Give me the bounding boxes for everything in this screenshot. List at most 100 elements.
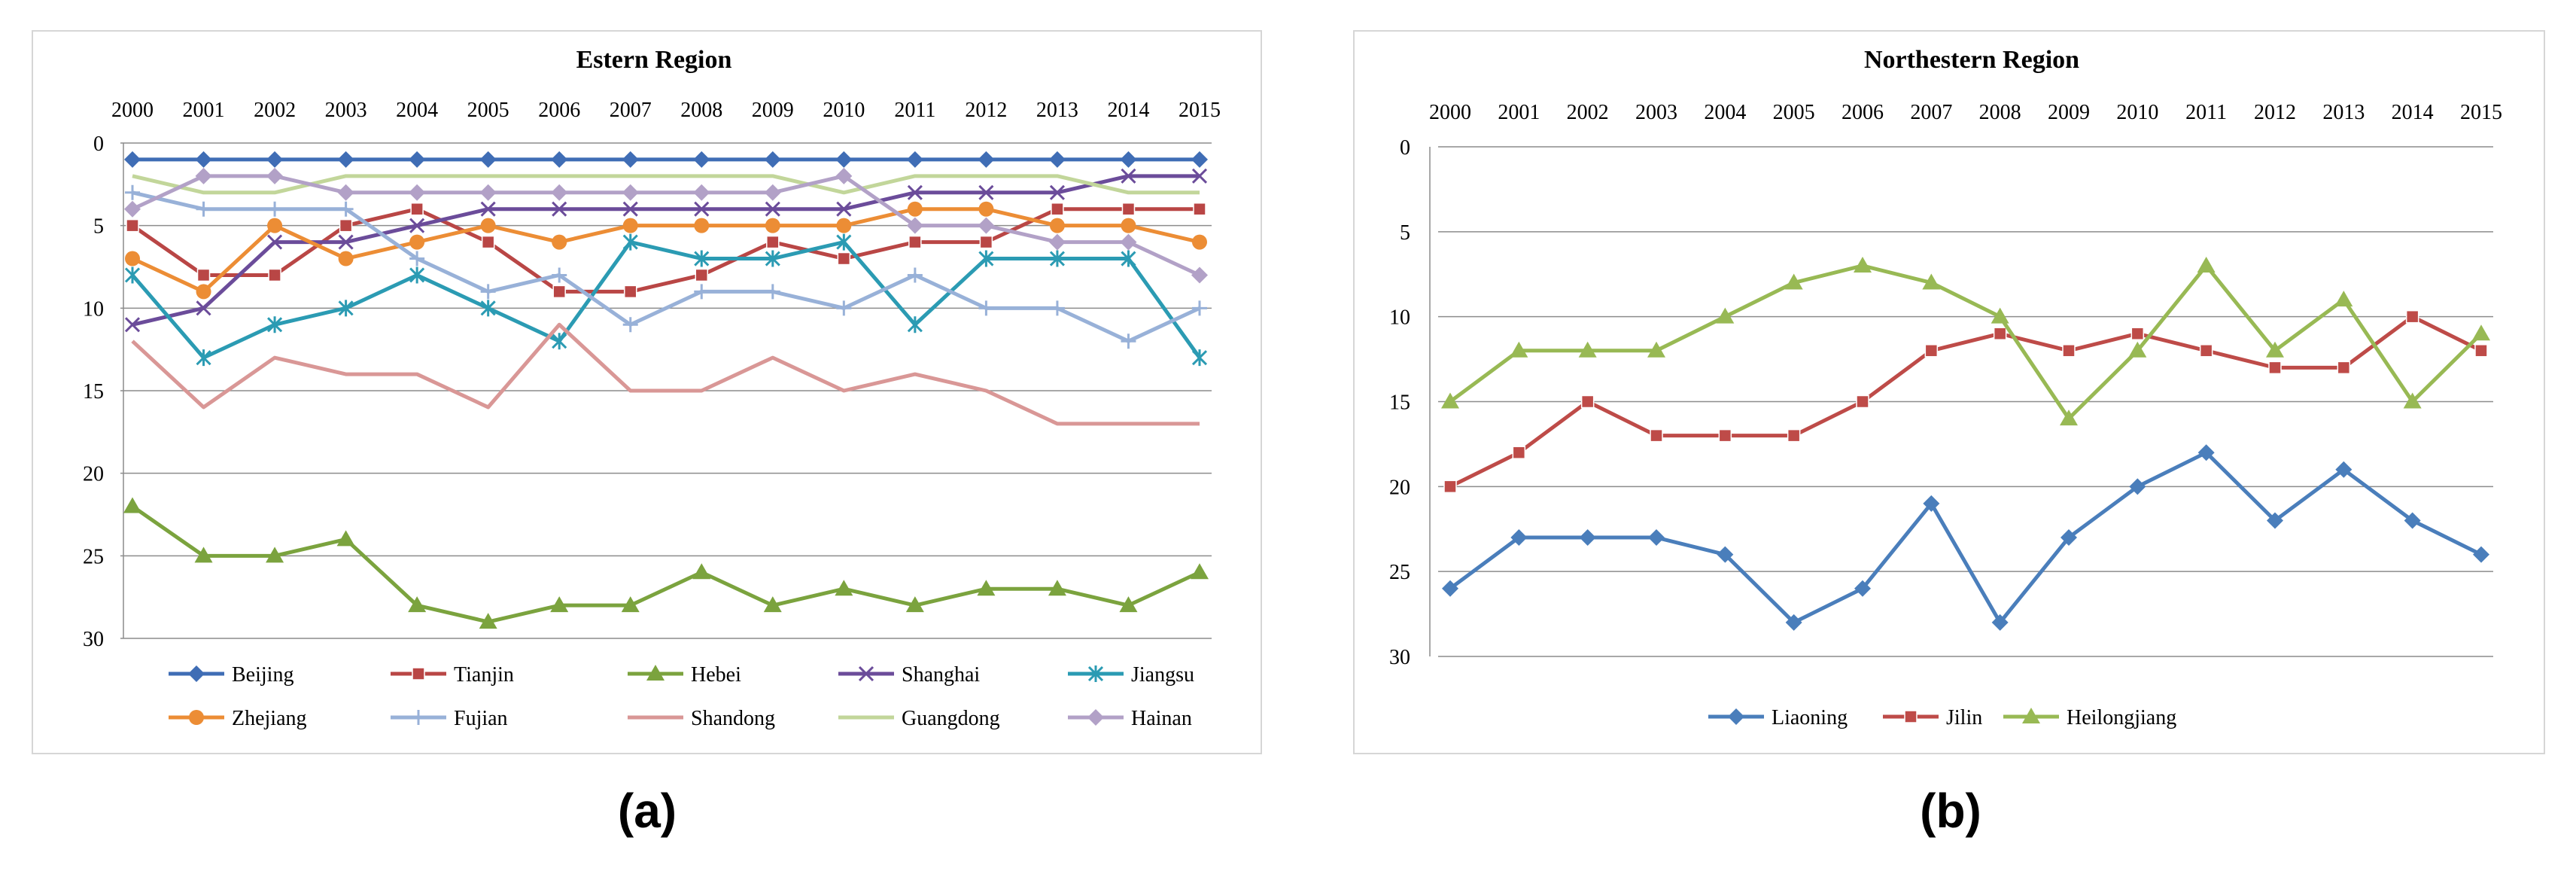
series-line — [131, 207, 1200, 294]
legend-label: Hainan — [1131, 707, 1192, 730]
data-point — [765, 218, 780, 233]
data-point — [268, 268, 281, 282]
data-point — [837, 251, 851, 266]
legend-marker — [188, 665, 205, 682]
data-point — [835, 580, 853, 596]
legend-item: Liaoning — [1708, 706, 1848, 729]
x-tick-label: 2008 — [680, 99, 722, 122]
legend: Liaoning Jilin Heilongjiang — [1708, 706, 2176, 729]
legend-marker — [1904, 710, 1918, 723]
data-point — [2335, 461, 2352, 478]
x-tick-labels: 2000 2001 2002 2003 2004 2005 2006 2007 2008 2009… — [111, 99, 1221, 122]
data-point — [338, 251, 354, 266]
data-point — [2128, 341, 2147, 358]
data-point — [765, 250, 780, 267]
data-point — [1510, 341, 1528, 358]
data-point — [907, 184, 923, 200]
legend-label: Hebei — [691, 663, 741, 687]
data-point — [1120, 151, 1137, 168]
data-point — [124, 317, 141, 333]
data-point — [124, 200, 141, 218]
legend-marker — [1087, 709, 1104, 726]
data-point — [836, 201, 852, 217]
data-point — [1579, 529, 1596, 547]
data-point — [479, 151, 497, 168]
data-point — [693, 184, 710, 201]
data-point — [2404, 512, 2421, 529]
x-tick-label: 2000 — [1429, 101, 1471, 124]
data-point — [978, 217, 995, 234]
data-point — [1049, 300, 1065, 316]
legend-label: Guangdong — [902, 707, 1000, 730]
chart-panel-estern-region: Estern Region 0 5 10 15 20 25 30 2000 2001 2002 200… — [32, 30, 1262, 754]
data-point — [695, 268, 709, 282]
data-point — [622, 218, 638, 233]
data-point — [694, 250, 710, 267]
data-point — [622, 184, 639, 201]
data-point — [267, 234, 283, 250]
data-point — [125, 184, 140, 200]
data-point — [196, 268, 211, 282]
data-point — [835, 167, 853, 184]
x-tick-label: 2011 — [894, 99, 935, 122]
data-point — [1048, 151, 1066, 168]
data-point — [196, 284, 211, 300]
x-tick-label: 2001 — [183, 99, 225, 122]
data-point — [195, 167, 212, 184]
x-tick-label: 2015 — [2460, 101, 2502, 124]
y-tick-label: 20 — [83, 463, 104, 486]
series-line — [132, 190, 1201, 343]
data-point — [2129, 478, 2146, 495]
data-point — [2405, 309, 2419, 324]
data-point — [2062, 344, 2076, 358]
x-tick-label: 2014 — [1107, 99, 1149, 122]
x-tick-label: 2002 — [1567, 101, 1609, 124]
x-tick-label: 2007 — [1910, 101, 1952, 124]
data-point — [622, 233, 638, 251]
y-tick-label: 0 — [1400, 136, 1410, 160]
data-point — [1717, 546, 1734, 563]
data-point — [196, 349, 211, 367]
data-point — [337, 184, 354, 201]
data-point — [1650, 428, 1663, 443]
legend-item: Guangdong — [838, 707, 1000, 730]
data-point — [1648, 529, 1665, 547]
legend-label: Fujian — [454, 707, 508, 730]
legend-label: Liaoning — [1772, 706, 1848, 729]
data-point — [479, 184, 497, 201]
legend-label: Zhejiang — [232, 707, 307, 730]
data-point — [907, 267, 923, 283]
y-tick-labels: 0 5 10 15 20 25 30 — [1389, 136, 1410, 669]
legend-marker — [646, 665, 665, 681]
data-point — [480, 300, 496, 317]
series-beijing — [124, 151, 1208, 168]
data-point — [979, 235, 993, 249]
legend-label: Beijing — [232, 663, 293, 687]
data-point — [1119, 596, 1138, 613]
data-point — [2197, 256, 2216, 273]
data-point — [479, 613, 497, 629]
y-tick-labels: 0 5 10 15 20 25 30 — [83, 132, 104, 651]
data-point — [2199, 344, 2213, 358]
data-point — [978, 184, 994, 200]
data-point — [1121, 218, 1136, 233]
legend-marker — [858, 665, 874, 682]
data-point — [2403, 392, 2422, 409]
data-point — [906, 151, 923, 168]
data-point — [1442, 580, 1458, 597]
y-tick-label: 15 — [1389, 391, 1410, 415]
y-tick-label: 15 — [83, 380, 104, 404]
legend-item: Jilin — [1883, 706, 1982, 729]
data-point — [764, 184, 781, 201]
data-point — [336, 530, 355, 547]
data-point — [1512, 446, 1526, 459]
series-tianjin — [126, 202, 1206, 299]
data-point — [692, 563, 711, 580]
x-tick-label: 2009 — [2048, 101, 2090, 124]
data-point — [977, 580, 996, 596]
x-tick-label: 2010 — [2116, 101, 2158, 124]
data-point — [978, 250, 994, 267]
series-fujian — [125, 184, 1207, 349]
data-point — [836, 218, 852, 233]
chart-title: Northestern Region — [1864, 46, 2079, 74]
